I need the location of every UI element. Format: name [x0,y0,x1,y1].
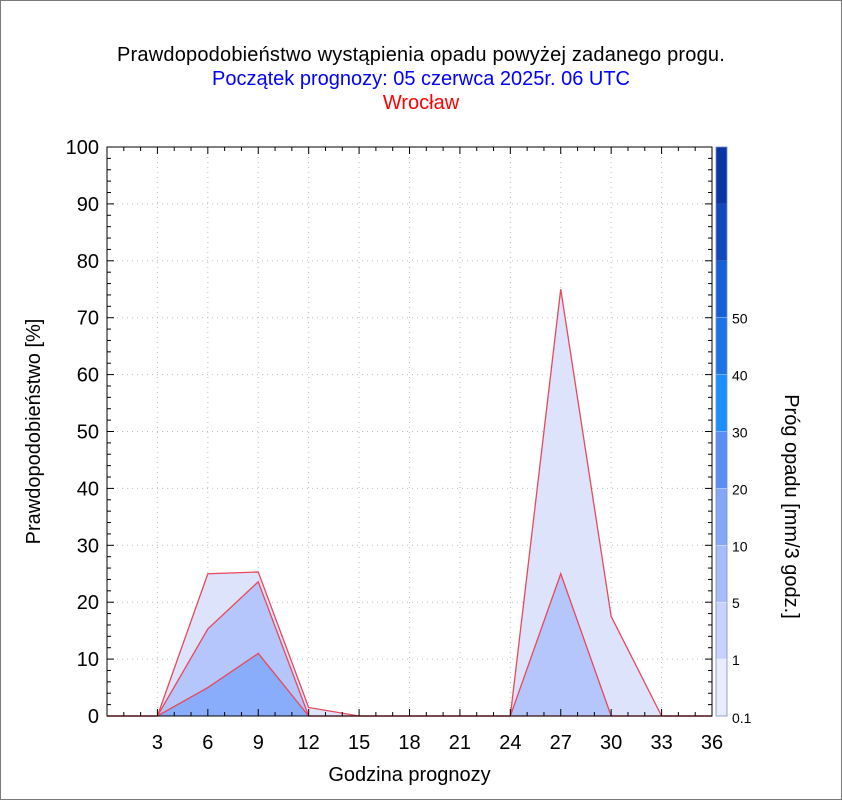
y-axis-label: Prawdopodobieństwo [%] [23,319,45,545]
x-tick-label: 30 [600,732,622,754]
y-tick-label: 30 [77,535,99,557]
x-tick-label: 15 [348,732,370,754]
colorbar-segment [716,602,727,660]
colorbar-segment [716,147,727,204]
chart-title: Prawdopodobieństwo wystąpienia opadu pow… [117,44,725,66]
colorbar-tick-label: 1 [732,652,740,668]
colorbar-tick-label: 10 [732,538,748,554]
x-tick-label: 21 [449,732,471,754]
x-tick-label: 3 [152,732,163,754]
y-tick-label: 80 [77,251,99,273]
y-tick-label: 60 [77,365,99,387]
y-tick-label: 20 [77,592,99,614]
forecast-start-subtitle: Początek prognozy: 05 czerwca 2025r. 06 … [212,68,630,90]
x-tick-label: 27 [550,732,572,754]
colorbar-segment [716,260,727,318]
colorbar-segment [716,431,727,489]
y-tick-label: 50 [77,422,99,444]
x-tick-label: 12 [298,732,320,754]
y-tick-label: 40 [77,478,99,500]
colorbar-segment [716,317,727,375]
location-label: Wrocław [382,92,460,114]
colorbar-label: Próg opadu [mm/3 godz.] [780,394,802,619]
colorbar-tick-label: 50 [732,311,748,327]
colorbar-tick-label: 30 [732,425,748,441]
colorbar-tick-label: 40 [732,368,748,384]
x-axis-label: Godzina prognozy [328,764,490,786]
colorbar-tick-label: 0.1 [732,710,752,726]
y-tick-label: 100 [66,137,99,159]
x-tick-label: 33 [650,732,672,754]
y-tick-label: 90 [77,194,99,216]
colorbar-tick-label: 5 [732,595,740,611]
colorbar-segment [716,374,727,432]
colorbar-segment [716,545,727,603]
y-tick-label: 0 [88,706,99,728]
x-tick-label: 24 [499,732,521,754]
x-tick-label: 36 [701,732,723,754]
colorbar-tick-label: 20 [732,481,748,497]
area-threshold-5 [107,653,712,716]
y-tick-label: 10 [77,649,99,671]
colorbar-segment [716,203,727,261]
x-tick-label: 6 [202,732,213,754]
x-tick-label: 9 [253,732,264,754]
x-tick-label: 18 [398,732,420,754]
y-tick-label: 70 [77,308,99,330]
colorbar-segment [716,488,727,546]
colorbar-segment [716,659,727,716]
